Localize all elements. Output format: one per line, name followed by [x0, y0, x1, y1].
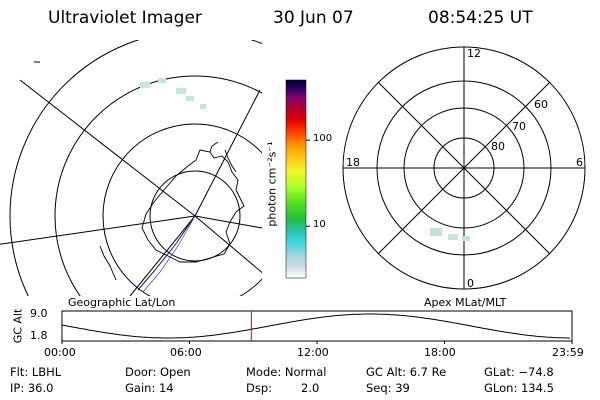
- info-dsp-label: Dsp:: [246, 381, 273, 395]
- right-panel-caption: Apex MLat/MLT: [424, 296, 507, 309]
- altitude-ylabel: GC Alt: [11, 308, 25, 344]
- colorbar-ticks: [306, 139, 310, 227]
- lat-label-80: 80: [491, 140, 505, 153]
- left-panel-caption: Geographic Lat/Lon: [68, 296, 176, 309]
- info-dsp-value: 2.0: [301, 381, 320, 395]
- polar-plot: [342, 46, 586, 290]
- altitude-curve: [62, 313, 570, 339]
- title: Ultraviolet Imager: [48, 8, 202, 28]
- aurora-left: [140, 78, 206, 109]
- colorbar-label: photon cm⁻²s⁻¹: [265, 141, 279, 227]
- info-glat: GLat: −74.8: [484, 365, 554, 379]
- time: 08:54:25 UT: [428, 8, 533, 28]
- info-mode: Mode: Normal: [246, 365, 327, 379]
- altitude-ytick-top: 9.0: [30, 307, 48, 320]
- info-seq: Seq: 39: [366, 381, 410, 395]
- info-ip: IP: 36.0: [10, 381, 54, 395]
- lat-label-60: 60: [534, 98, 548, 111]
- mlt-label-bottom: 0: [467, 277, 474, 290]
- spacecraft-track: [137, 215, 196, 291]
- date: 30 Jun 07: [273, 8, 354, 28]
- info-gain: Gain: 14: [125, 381, 174, 395]
- info-gc-alt: GC Alt: 6.7 Re: [366, 365, 447, 379]
- coastline: [141, 149, 245, 263]
- altitude-xtick: 12:00: [297, 346, 329, 359]
- altitude-xtick: 06:00: [170, 346, 202, 359]
- altitude-x-tick-marks: [61, 341, 573, 344]
- altitude-xtick: 18:00: [424, 346, 456, 359]
- altitude-ytick-bottom: 1.8: [30, 329, 48, 342]
- mlt-label-right: 6: [576, 156, 583, 169]
- colorbar: [285, 79, 307, 279]
- aurora-right: [430, 228, 470, 241]
- info-door: Door: Open: [125, 365, 191, 379]
- colorbar-tick-label: 10: [313, 219, 326, 231]
- altitude-xtick: 23:59: [552, 346, 584, 359]
- geographic-map: [0, 40, 262, 296]
- info-flt: Flt: LBHL: [10, 365, 62, 379]
- info-glon: GLon: 134.5: [484, 381, 554, 395]
- lat-label-70: 70: [512, 120, 526, 133]
- mlt-label-top: 12: [467, 47, 481, 60]
- altitude-xtick: 00:00: [44, 346, 76, 359]
- mlt-label-left: 18: [346, 156, 360, 169]
- colorbar-tick-label: 100: [313, 133, 333, 145]
